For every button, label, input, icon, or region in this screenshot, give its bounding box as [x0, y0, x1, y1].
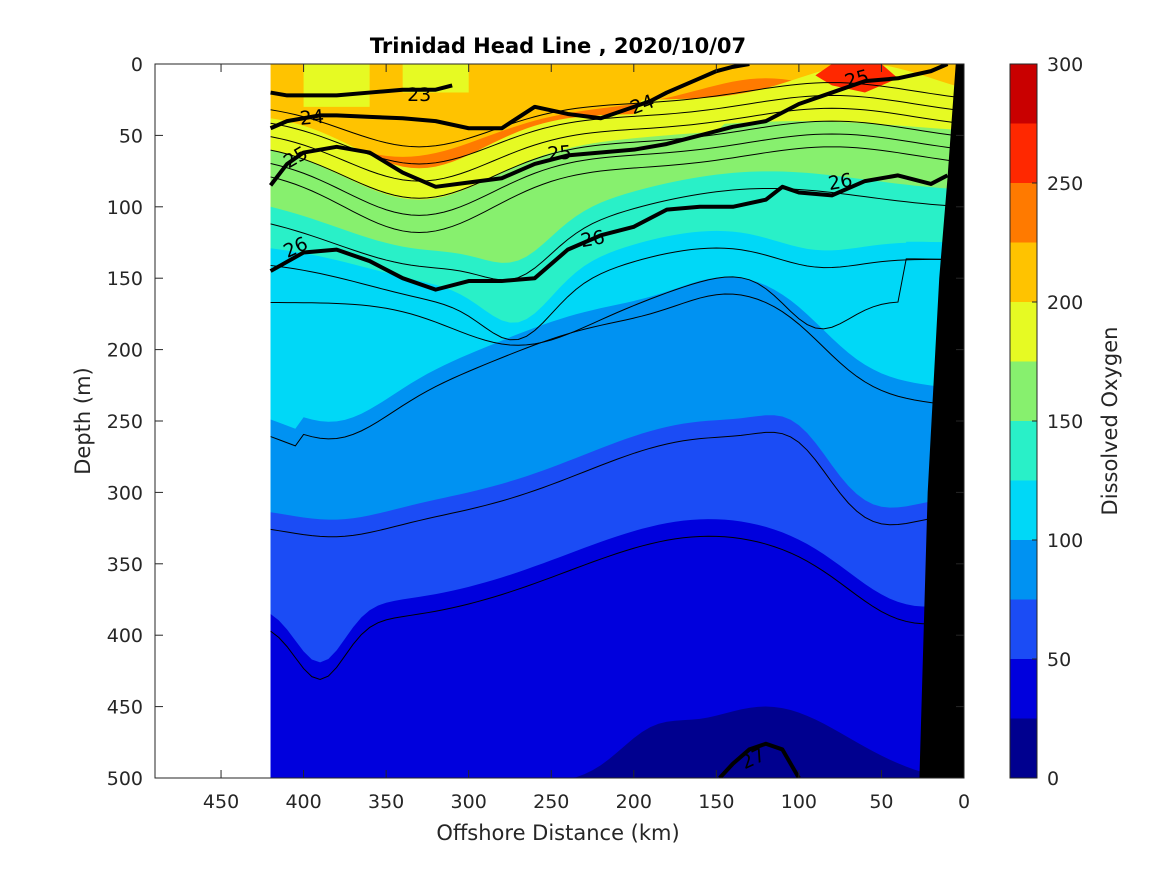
colorbar-swatch: [1010, 718, 1037, 778]
colorbar-swatch: [1010, 123, 1037, 183]
thin-contour-125: [270, 258, 964, 346]
colorbar-swatch: [1010, 659, 1037, 719]
seafloor-mask: [919, 64, 964, 778]
thin-contour-upper-5: [270, 146, 964, 234]
y-tick-label: 100: [107, 197, 143, 219]
colorbar-tick-label: 150: [1047, 411, 1083, 433]
y-tick-label: 300: [107, 482, 143, 504]
x-tick-label: 300: [451, 791, 487, 813]
isopycnal-25: [268, 64, 949, 189]
thin-contour-upper-1: [270, 94, 964, 165]
x-tick-label: 350: [368, 791, 404, 813]
isopycnal-lines: [268, 64, 949, 778]
thin-contour-upper-0: [270, 82, 964, 148]
y-axis: 0 50 100 150 200 250 300 350 400 450 500: [107, 54, 964, 790]
thin-contour-upper-3: [270, 120, 964, 199]
filled-contour-bands: [270, 64, 964, 778]
y-axis-label: Depth (m): [71, 367, 95, 474]
colorbar-swatch: [1010, 64, 1037, 124]
isopycnal-26: [269, 173, 949, 292]
colorbar-label: Dissolved Oxygen: [1098, 327, 1122, 516]
isopycnal-27: [718, 741, 801, 778]
y-tick-label: 0: [131, 54, 143, 76]
x-tick-label: 450: [203, 791, 239, 813]
x-tick-label: 50: [869, 791, 893, 813]
contour-label-1: 24: [299, 106, 325, 130]
x-tick-label: 250: [533, 791, 569, 813]
colorbar-swatch: [1010, 361, 1037, 421]
x-axis-label: Offshore Distance (km): [436, 821, 679, 845]
thin-contour-upper-4: [270, 133, 964, 216]
colorbar-tick-label: 50: [1047, 649, 1071, 671]
colorbar-swatch: [1010, 540, 1037, 600]
thin-contour-75: [270, 431, 964, 538]
y-tick-label: 400: [107, 625, 143, 647]
colorbar: 0 50 100 150 200 250 300: [1009, 54, 1083, 790]
colorbar-swatch: [1010, 183, 1037, 243]
y-tick-label: 350: [107, 554, 143, 576]
x-tick-label: 150: [698, 791, 734, 813]
contour-label-7: 26: [579, 226, 607, 252]
y-tick-label: 50: [119, 125, 143, 147]
colorbar-tick-label: 200: [1047, 292, 1083, 314]
contour-label-4: 25: [547, 142, 573, 166]
colorbar-tick-label: 100: [1047, 530, 1083, 552]
colorbar-swatch: [1010, 421, 1037, 481]
y-tick-label: 450: [107, 697, 143, 719]
thin-contour-lines: [270, 82, 964, 681]
colorbar-tick-label: 250: [1047, 173, 1083, 195]
colorbar-swatch: [1010, 242, 1037, 302]
colorbar-swatch: [1010, 302, 1037, 362]
colorbar-tick-label: 0: [1047, 768, 1059, 790]
x-tick-label: 200: [616, 791, 652, 813]
colorbar-swatch: [1010, 599, 1037, 659]
y-tick-label: 500: [107, 768, 143, 790]
x-axis: 450 400 350 300 250 200 150 100 50 0: [203, 64, 970, 813]
contour-label-0: 23: [407, 84, 431, 106]
thin-contour-175: [270, 187, 964, 281]
thin-contour-100: [270, 293, 964, 447]
colorbar-swatch: [1010, 480, 1037, 540]
thin-contour-upper-2: [270, 107, 964, 182]
contour-label-8: 26: [827, 169, 855, 195]
surface-patch-0: [303, 64, 370, 107]
thin-contour-50: [270, 535, 964, 681]
y-tick-label: 200: [107, 340, 143, 362]
x-tick-label: 0: [958, 791, 970, 813]
x-tick-label: 400: [285, 791, 321, 813]
y-tick-label: 150: [107, 268, 143, 290]
thin-contour-150: [270, 247, 964, 341]
colorbar-tick-label: 300: [1047, 54, 1083, 76]
y-tick-label: 250: [107, 411, 143, 433]
x-tick-label: 100: [781, 791, 817, 813]
chart-title: Trinidad Head Line , 2020/10/07: [370, 34, 746, 58]
isopycnal-24: [269, 64, 750, 131]
isopycnal-23: [270, 83, 453, 98]
